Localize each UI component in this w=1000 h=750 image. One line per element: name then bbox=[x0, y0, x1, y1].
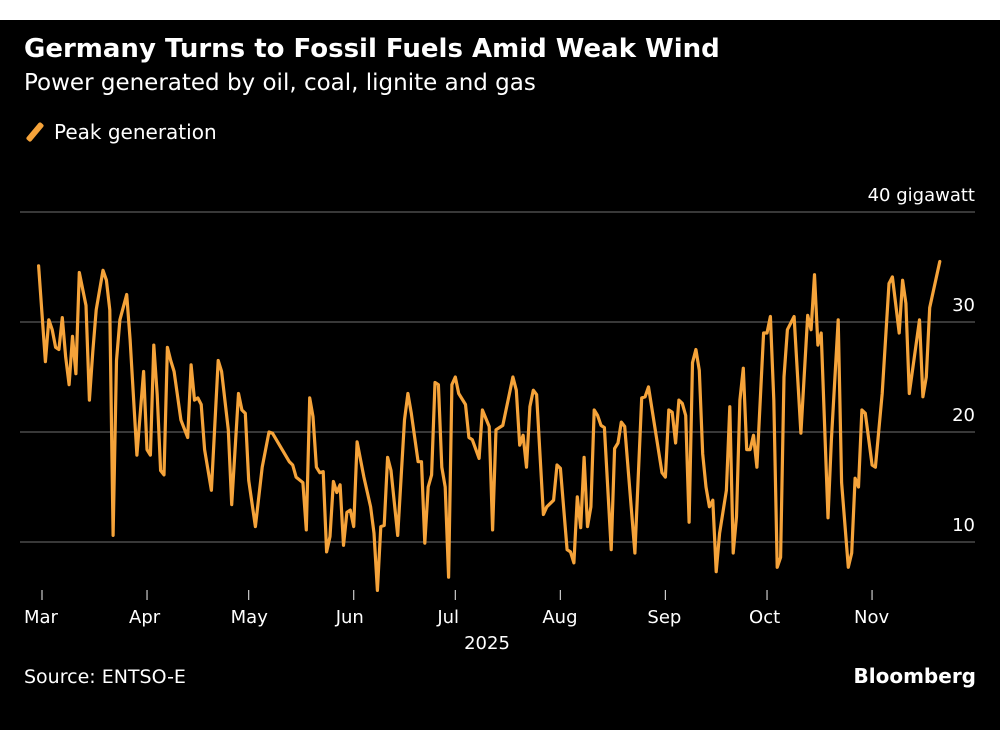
x-tick-label: Apr bbox=[129, 607, 161, 628]
y-tick-label: 10 bbox=[952, 515, 975, 536]
x-tick-label: Aug bbox=[542, 607, 577, 628]
legend: Peak generation bbox=[24, 120, 217, 144]
chart-title: Germany Turns to Fossil Fuels Amid Weak … bbox=[24, 34, 720, 64]
chart-subtitle: Power generated by oil, coal, lignite an… bbox=[24, 70, 536, 96]
y-tick-label: 40 gigawatt bbox=[868, 185, 975, 206]
x-tick-label: Jun bbox=[335, 607, 364, 628]
x-tick-label: May bbox=[231, 607, 269, 628]
legend-label: Peak generation bbox=[54, 120, 217, 144]
x-tick-label: Sep bbox=[647, 607, 681, 628]
y-tick-label: 30 bbox=[952, 295, 975, 316]
y-tick-label: 20 bbox=[952, 405, 975, 426]
source-note: Source: ENTSO-E bbox=[24, 666, 186, 688]
x-tick-label: Oct bbox=[749, 607, 780, 628]
series-line-peak-generation bbox=[37, 259, 942, 592]
x-tick-label: Jul bbox=[436, 607, 459, 628]
x-tick-label: Mar bbox=[24, 607, 59, 628]
x-axis-label: 2025 bbox=[464, 633, 510, 654]
x-tick-label: Nov bbox=[854, 607, 889, 628]
bloomberg-logo: Bloomberg bbox=[853, 664, 976, 688]
